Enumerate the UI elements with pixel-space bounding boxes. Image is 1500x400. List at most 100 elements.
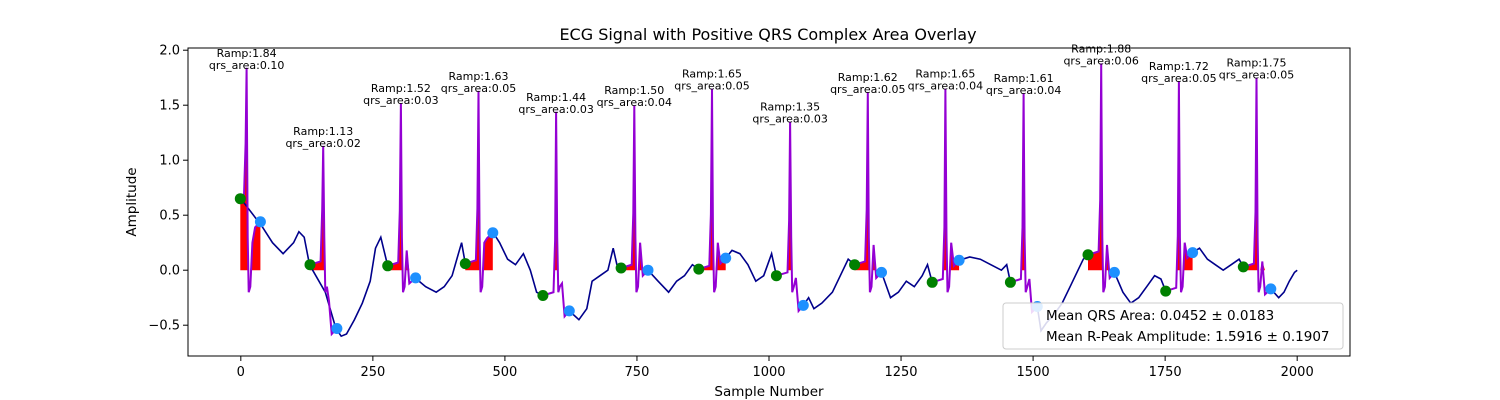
qrs-onset-marker <box>693 263 705 275</box>
qrs-offset-marker <box>563 305 575 317</box>
r-amp-label: Ramp:1.44 <box>526 91 586 104</box>
signal-segment <box>1270 269 1298 299</box>
r-amp-label: Ramp:1.84 <box>217 47 277 60</box>
r-amp-label: Ramp:1.72 <box>1149 60 1209 73</box>
signal-segment <box>725 249 778 283</box>
qrs-segment <box>1087 63 1116 293</box>
qrs-segment <box>1243 77 1272 297</box>
y-tick-label: 0.0 <box>159 264 180 279</box>
signal-segment <box>958 256 1012 283</box>
qrs-offset-marker <box>487 227 499 239</box>
x-tick-label: 1500 <box>1017 365 1050 380</box>
qrs-area-label: qrs_area:0.05 <box>1219 69 1294 82</box>
qrs-offset-marker <box>876 266 887 278</box>
signal-segment <box>647 263 700 294</box>
x-tick-label: 1750 <box>1149 365 1182 380</box>
qrs-onset-marker <box>926 276 938 288</box>
qrs-segment <box>698 88 727 293</box>
qrs-offset-marker <box>797 299 809 311</box>
qrs-segment <box>854 91 883 293</box>
x-tick-label: 1250 <box>884 365 917 380</box>
qrs-area-label: qrs_area:0.04 <box>908 80 983 93</box>
qrs-onset-marker <box>1160 285 1172 297</box>
qrs-offset-marker <box>254 216 266 228</box>
qrs-offset-marker <box>331 323 343 334</box>
y-axis: −0.5 0.0 0.5 1.0 1.5 2.0 <box>148 44 188 334</box>
qrs-area-label: qrs_area:0.04 <box>597 96 672 109</box>
qrs-offset-marker <box>642 264 654 276</box>
qrs-segment <box>387 102 417 293</box>
signal-segment <box>880 262 933 299</box>
x-tick-label: 2000 <box>1281 365 1314 380</box>
qrs-area-label: qrs_area:0.03 <box>518 103 593 116</box>
y-tick-label: 1.5 <box>159 99 180 114</box>
qrs-segment <box>931 88 960 293</box>
r-amp-label: Ramp:1.65 <box>682 68 742 81</box>
r-amp-label: Ramp:1.35 <box>760 101 820 114</box>
qrs-segment <box>239 67 262 293</box>
qrs-area-label: qrs_area:0.06 <box>1063 54 1138 67</box>
qrs-offset-marker <box>1265 283 1277 295</box>
r-amp-label: Ramp:1.75 <box>1226 57 1286 70</box>
qrs-segment <box>1165 80 1194 293</box>
x-tick-label: 250 <box>360 365 385 380</box>
chart-title: ECG Signal with Positive QRS Complex Are… <box>559 25 976 44</box>
qrs-onset-marker <box>537 290 549 301</box>
qrs-onset-marker <box>849 259 861 271</box>
r-amp-label: Ramp:1.63 <box>448 70 508 83</box>
r-amp-label: Ramp:1.65 <box>915 68 975 81</box>
qrs-area-fill <box>240 67 261 271</box>
signal-segment <box>1192 247 1245 272</box>
y-tick-label: −0.5 <box>148 319 180 334</box>
r-amp-label: Ramp:1.88 <box>1071 42 1131 55</box>
x-axis: 0 250 500 750 1000 1250 1500 1750 2000 <box>237 356 1314 380</box>
qrs-area-label: qrs_area:0.10 <box>209 59 284 72</box>
x-tick-label: 1000 <box>752 365 785 380</box>
y-axis-title: Amplitude <box>124 167 140 236</box>
signal-segment <box>1113 272 1167 305</box>
qrs-segment <box>465 90 494 293</box>
qrs-area-label: qrs_area:0.05 <box>830 83 905 96</box>
qrs-area-label: qrs_area:0.03 <box>363 94 438 107</box>
qrs-onset-marker <box>1004 276 1016 288</box>
y-tick-label: 0.5 <box>159 209 180 224</box>
qrs-offset-marker <box>1108 266 1120 278</box>
qrs-segment <box>776 121 805 314</box>
x-tick-label: 750 <box>625 365 650 380</box>
qrs-area-label: qrs_area:0.02 <box>285 137 360 150</box>
qrs-offset-marker <box>1187 247 1199 259</box>
qrs-onset-marker <box>1237 261 1249 273</box>
r-amp-label: Ramp:1.52 <box>371 82 431 95</box>
y-tick-label: 2.0 <box>159 44 180 59</box>
beat-markers <box>234 193 1277 334</box>
x-tick-label: 500 <box>492 365 517 380</box>
qrs-segment <box>542 111 571 319</box>
qrs-area-label: qrs_area:0.05 <box>1141 72 1216 85</box>
beat-annotations: Ramp:1.84qrs_area:0.10Ramp:1.13qrs_area:… <box>209 42 1294 149</box>
qrs-onset-marker <box>304 259 316 271</box>
qrs-segment <box>620 105 649 293</box>
qrs-onset-marker <box>234 193 246 205</box>
qrs-area-label: qrs_area:0.04 <box>986 84 1061 97</box>
qrs-area-label: qrs_area:0.05 <box>674 80 749 93</box>
x-axis-title: Sample Number <box>714 384 824 400</box>
legend: Mean QRS Area: 0.0452 ± 0.0183 Mean R-Pe… <box>1002 302 1344 350</box>
qrs-offset-marker <box>720 252 732 264</box>
qrs-offset-marker <box>410 272 422 284</box>
qrs-segment <box>309 145 338 337</box>
x-tick-label: 0 <box>237 365 245 380</box>
qrs-onset-marker <box>615 262 627 274</box>
signal-lines <box>239 63 1298 338</box>
qrs-offset-marker <box>953 254 965 266</box>
qrs-onset-marker <box>382 260 394 272</box>
r-amp-label: Ramp:1.62 <box>838 71 898 84</box>
legend-box <box>1002 302 1344 350</box>
y-tick-label: 1.0 <box>159 154 180 169</box>
qrs-area-label: qrs_area:0.05 <box>441 82 516 95</box>
legend-entry-mean-qrs-area: Mean QRS Area: 0.0452 ± 0.0183 <box>1046 308 1274 324</box>
qrs-onset-marker <box>1082 249 1094 261</box>
r-amp-label: Ramp:1.13 <box>293 125 353 138</box>
qrs-segment <box>1010 93 1039 315</box>
signal-segment <box>568 248 622 321</box>
